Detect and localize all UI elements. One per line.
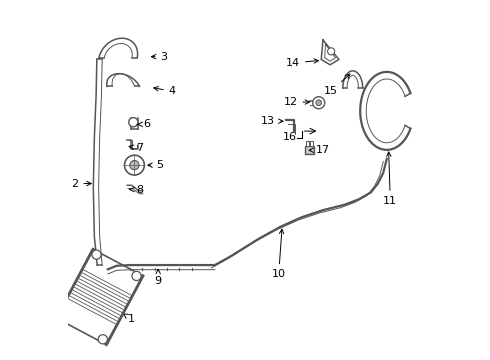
Text: 2: 2 [71, 179, 91, 189]
Circle shape [313, 97, 325, 109]
Polygon shape [56, 249, 143, 345]
Circle shape [92, 250, 101, 259]
Text: 14: 14 [286, 58, 318, 68]
Bar [305, 145, 315, 154]
Text: 3: 3 [151, 51, 168, 62]
Text: 10: 10 [271, 229, 286, 279]
Circle shape [328, 48, 335, 55]
Circle shape [132, 271, 141, 280]
Text: 13: 13 [261, 116, 283, 126]
Text: 11: 11 [383, 152, 397, 206]
Bar [306, 141, 309, 145]
Circle shape [129, 118, 138, 127]
Text: 5: 5 [148, 160, 163, 170]
Circle shape [98, 335, 107, 344]
Text: 15: 15 [324, 74, 350, 96]
Bar [310, 141, 313, 145]
Text: 12: 12 [283, 97, 310, 107]
Text: 17: 17 [309, 145, 330, 155]
Text: 16: 16 [283, 132, 297, 143]
Text: 6: 6 [137, 120, 150, 129]
Text: 9: 9 [155, 269, 162, 287]
Circle shape [316, 100, 321, 105]
Text: 4: 4 [154, 86, 176, 96]
Text: 8: 8 [130, 185, 143, 194]
Text: 7: 7 [129, 143, 143, 153]
Circle shape [58, 314, 68, 323]
Circle shape [124, 155, 145, 175]
Text: 1: 1 [123, 314, 135, 324]
Circle shape [130, 161, 139, 170]
